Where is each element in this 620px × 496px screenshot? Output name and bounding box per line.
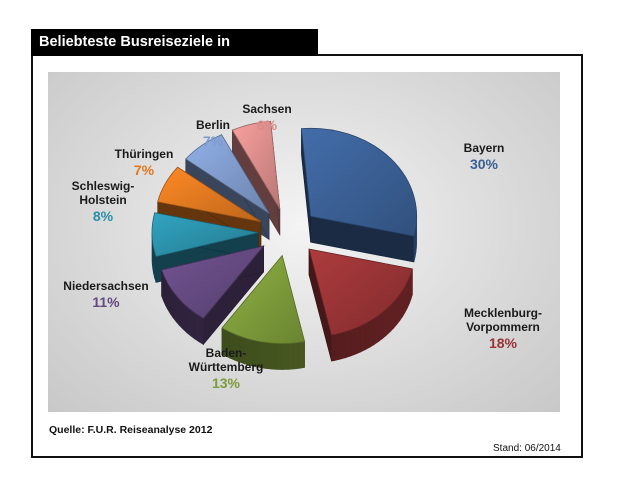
label-value-sachsen: 6% — [257, 117, 278, 133]
label-name-sachsen: Sachsen — [242, 102, 291, 116]
label-value-schleswig-holstein: 8% — [93, 208, 114, 224]
slice-top-baden-w-rttemberg — [221, 254, 306, 344]
label-value-niedersachsen: 11% — [92, 294, 120, 310]
slice-mecklenburg-vorpommern — [308, 248, 413, 362]
label-value-berlin: 7% — [203, 133, 224, 149]
label-value-bayern: 30% — [470, 156, 499, 172]
slice-top-schleswig-holstein — [151, 212, 259, 258]
label-name-niedersachsen: Niedersachsen — [63, 279, 148, 293]
label-name-th-ringen: Thüringen — [115, 147, 174, 161]
chart-title: Beliebteste Busreiseziele in Deutschland — [31, 29, 318, 77]
slice-sachsen — [231, 120, 281, 236]
label-name-mecklenburg-vorpommern: Mecklenburg-Vorpommern — [464, 306, 542, 334]
slice-top-th-ringen — [157, 166, 262, 223]
slice-top-niedersachsen — [161, 245, 265, 319]
slice-top-bayern — [300, 127, 418, 237]
slice-bayern — [300, 127, 418, 263]
label-name-schleswig-holstein: Schleswig-Holstein — [72, 179, 135, 207]
stand-note: Stand: 06/2014 — [493, 443, 561, 454]
label-name-baden-w-rttemberg: Baden-Württemberg — [189, 346, 264, 374]
slice-top-mecklenburg-vorpommern — [308, 248, 413, 336]
label-name-berlin: Berlin — [196, 118, 230, 132]
label-value-mecklenburg-vorpommern: 18% — [489, 335, 518, 351]
slice-top-berlin — [185, 134, 270, 214]
label-name-bayern: Bayern — [464, 141, 505, 155]
slice-top-sachsen — [231, 120, 281, 210]
source-note: Quelle: F.U.R. Reiseanalyse 2012 — [49, 424, 213, 436]
label-value-baden-w-rttemberg: 13% — [212, 375, 241, 391]
slice-niedersachsen — [161, 245, 265, 346]
label-value-th-ringen: 7% — [134, 162, 155, 178]
slice-baden-w-rttemberg — [221, 254, 306, 370]
